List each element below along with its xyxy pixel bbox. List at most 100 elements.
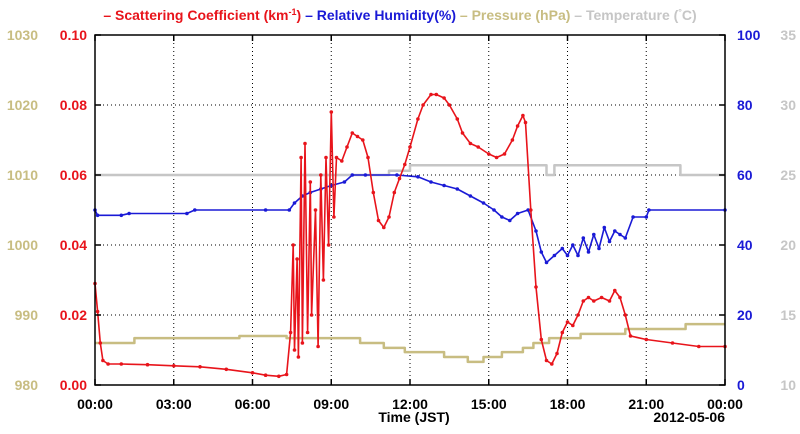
scattering-coefficient-point: [371, 190, 376, 195]
pressure-tick-label: 980: [15, 377, 39, 393]
scattering-coefficient-series: [93, 92, 727, 379]
scattering-coefficient-point: [284, 372, 289, 377]
scattering-coefficient-point: [515, 124, 520, 128]
scattering-coefficient-point: [288, 330, 293, 335]
relative-humidity-point: [552, 253, 557, 258]
humidity-tick-label: 40: [737, 237, 753, 253]
relative-humidity-point: [560, 246, 565, 251]
relative-humidity-point: [623, 236, 628, 240]
scattering-coefficient-point: [296, 355, 301, 359]
scattering-coefficient-point: [224, 367, 229, 372]
grid-lines: [95, 35, 725, 385]
scattering-coefficient-point: [397, 176, 402, 181]
scattering-coefficient-point: [145, 362, 150, 367]
relative-humidity-point: [455, 187, 460, 191]
scattering-coefficient-point: [387, 215, 391, 219]
scattering-coefficient-point: [521, 113, 525, 118]
scattering-coefficient-point: [586, 295, 591, 300]
relative-humidity-point: [539, 250, 544, 254]
x-tick-label: 21:00: [628, 396, 664, 412]
scattering-coefficient-point: [299, 155, 303, 160]
scattering-coefficient-point: [592, 299, 596, 303]
relative-humidity-point: [526, 208, 530, 212]
scattering-coefficient-point: [487, 152, 491, 156]
pressure-tick-label: 1000: [7, 237, 38, 253]
scattering-coefficient-point: [581, 299, 586, 303]
scattering-coefficient-point: [119, 362, 124, 366]
scattering-coefficient-point: [263, 373, 268, 378]
relative-humidity-point: [468, 194, 473, 198]
scattering-tick-label: 0.02: [60, 307, 87, 323]
relative-humidity-point: [613, 229, 617, 233]
relative-humidity-point: [193, 208, 197, 212]
scattering-coefficient-point: [460, 131, 465, 135]
relative-humidity-point: [607, 239, 612, 244]
scattering-coefficient-point: [502, 152, 507, 156]
scattering-coefficient-point: [101, 358, 105, 363]
relative-humidity-point: [500, 215, 504, 219]
relative-humidity-point: [576, 253, 580, 258]
scattering-coefficient-point: [305, 330, 310, 335]
scattering-coefficient-point: [571, 323, 575, 328]
temperature-tick-label: 35: [780, 27, 796, 43]
relative-humidity-point: [597, 246, 601, 251]
scattering-coefficient-point: [198, 365, 202, 369]
title-part: – Scattering Coefficient (km: [103, 7, 288, 23]
scattering-tick-label: 0.06: [60, 167, 87, 183]
scattering-coefficient-point: [366, 155, 370, 160]
scattering-tick-label: 0.08: [60, 97, 87, 113]
scattering-coefficient-point: [313, 208, 318, 212]
scattering-coefficient-point: [429, 92, 433, 97]
scattering-coefficient-point: [447, 103, 452, 107]
scattering-coefficient-point: [599, 295, 604, 300]
scattering-coefficient-point: [361, 138, 365, 142]
relative-humidity-point: [292, 201, 297, 205]
scattering-coefficient-point: [618, 295, 622, 300]
title-part: – Pressure (hPa): [460, 7, 574, 23]
scattering-coefficient-point: [529, 208, 533, 212]
humidity-tick-label: 60: [737, 167, 753, 183]
scattering-coefficient-point: [544, 358, 549, 363]
scattering-coefficient-point: [539, 337, 544, 342]
scattering-tick-label: 0.04: [60, 237, 87, 253]
scattering-coefficient-point: [250, 371, 255, 375]
scattering-coefficient-point: [560, 330, 565, 335]
scattering-coefficient-point: [455, 117, 460, 121]
x-tick-label: 09:00: [313, 396, 349, 412]
pressure-line: [95, 322, 725, 364]
relative-humidity-point: [581, 236, 586, 240]
relative-humidity-point: [363, 173, 368, 177]
chart-title: – Scattering Coefficient (km-1) – Relati…: [103, 7, 696, 23]
x-tick-label: 06:00: [235, 396, 271, 412]
humidity-tick-label: 0: [737, 377, 745, 393]
relative-humidity-point: [644, 215, 649, 219]
scattering-coefficient-point: [670, 341, 675, 345]
relative-humidity-point: [287, 208, 292, 212]
relative-humidity-point: [515, 211, 520, 216]
relative-humidity-point: [544, 260, 549, 265]
scattering-coefficient-point: [494, 155, 499, 160]
relative-humidity-point: [586, 250, 591, 254]
relative-humidity-point: [350, 173, 355, 177]
scattering-coefficient-point: [550, 362, 554, 366]
scattering-coefficient-point: [291, 243, 296, 247]
relative-humidity-point: [492, 208, 496, 212]
scattering-coefficient-point: [321, 278, 326, 282]
scattering-coefficient-point: [316, 344, 320, 349]
scattering-coefficient-point: [607, 299, 612, 303]
x-tick-label: 15:00: [471, 396, 507, 412]
title-part: -1: [288, 7, 296, 17]
scattering-coefficient-point: [468, 141, 473, 146]
scattering-coefficient-point: [392, 190, 397, 195]
scattering-coefficient-point: [95, 309, 100, 314]
relative-humidity-point: [119, 213, 124, 218]
x-tick-label: 00:00: [77, 396, 113, 412]
scattering-coefficient-point: [510, 138, 515, 142]
scattering-coefficient-point: [340, 159, 344, 163]
scattering-coefficient-point: [303, 141, 307, 146]
scattering-coefficient-point: [300, 341, 305, 345]
scattering-coefficient-point: [326, 243, 331, 247]
temperature-line: [95, 163, 725, 177]
temperature-tick-label: 30: [780, 97, 796, 113]
